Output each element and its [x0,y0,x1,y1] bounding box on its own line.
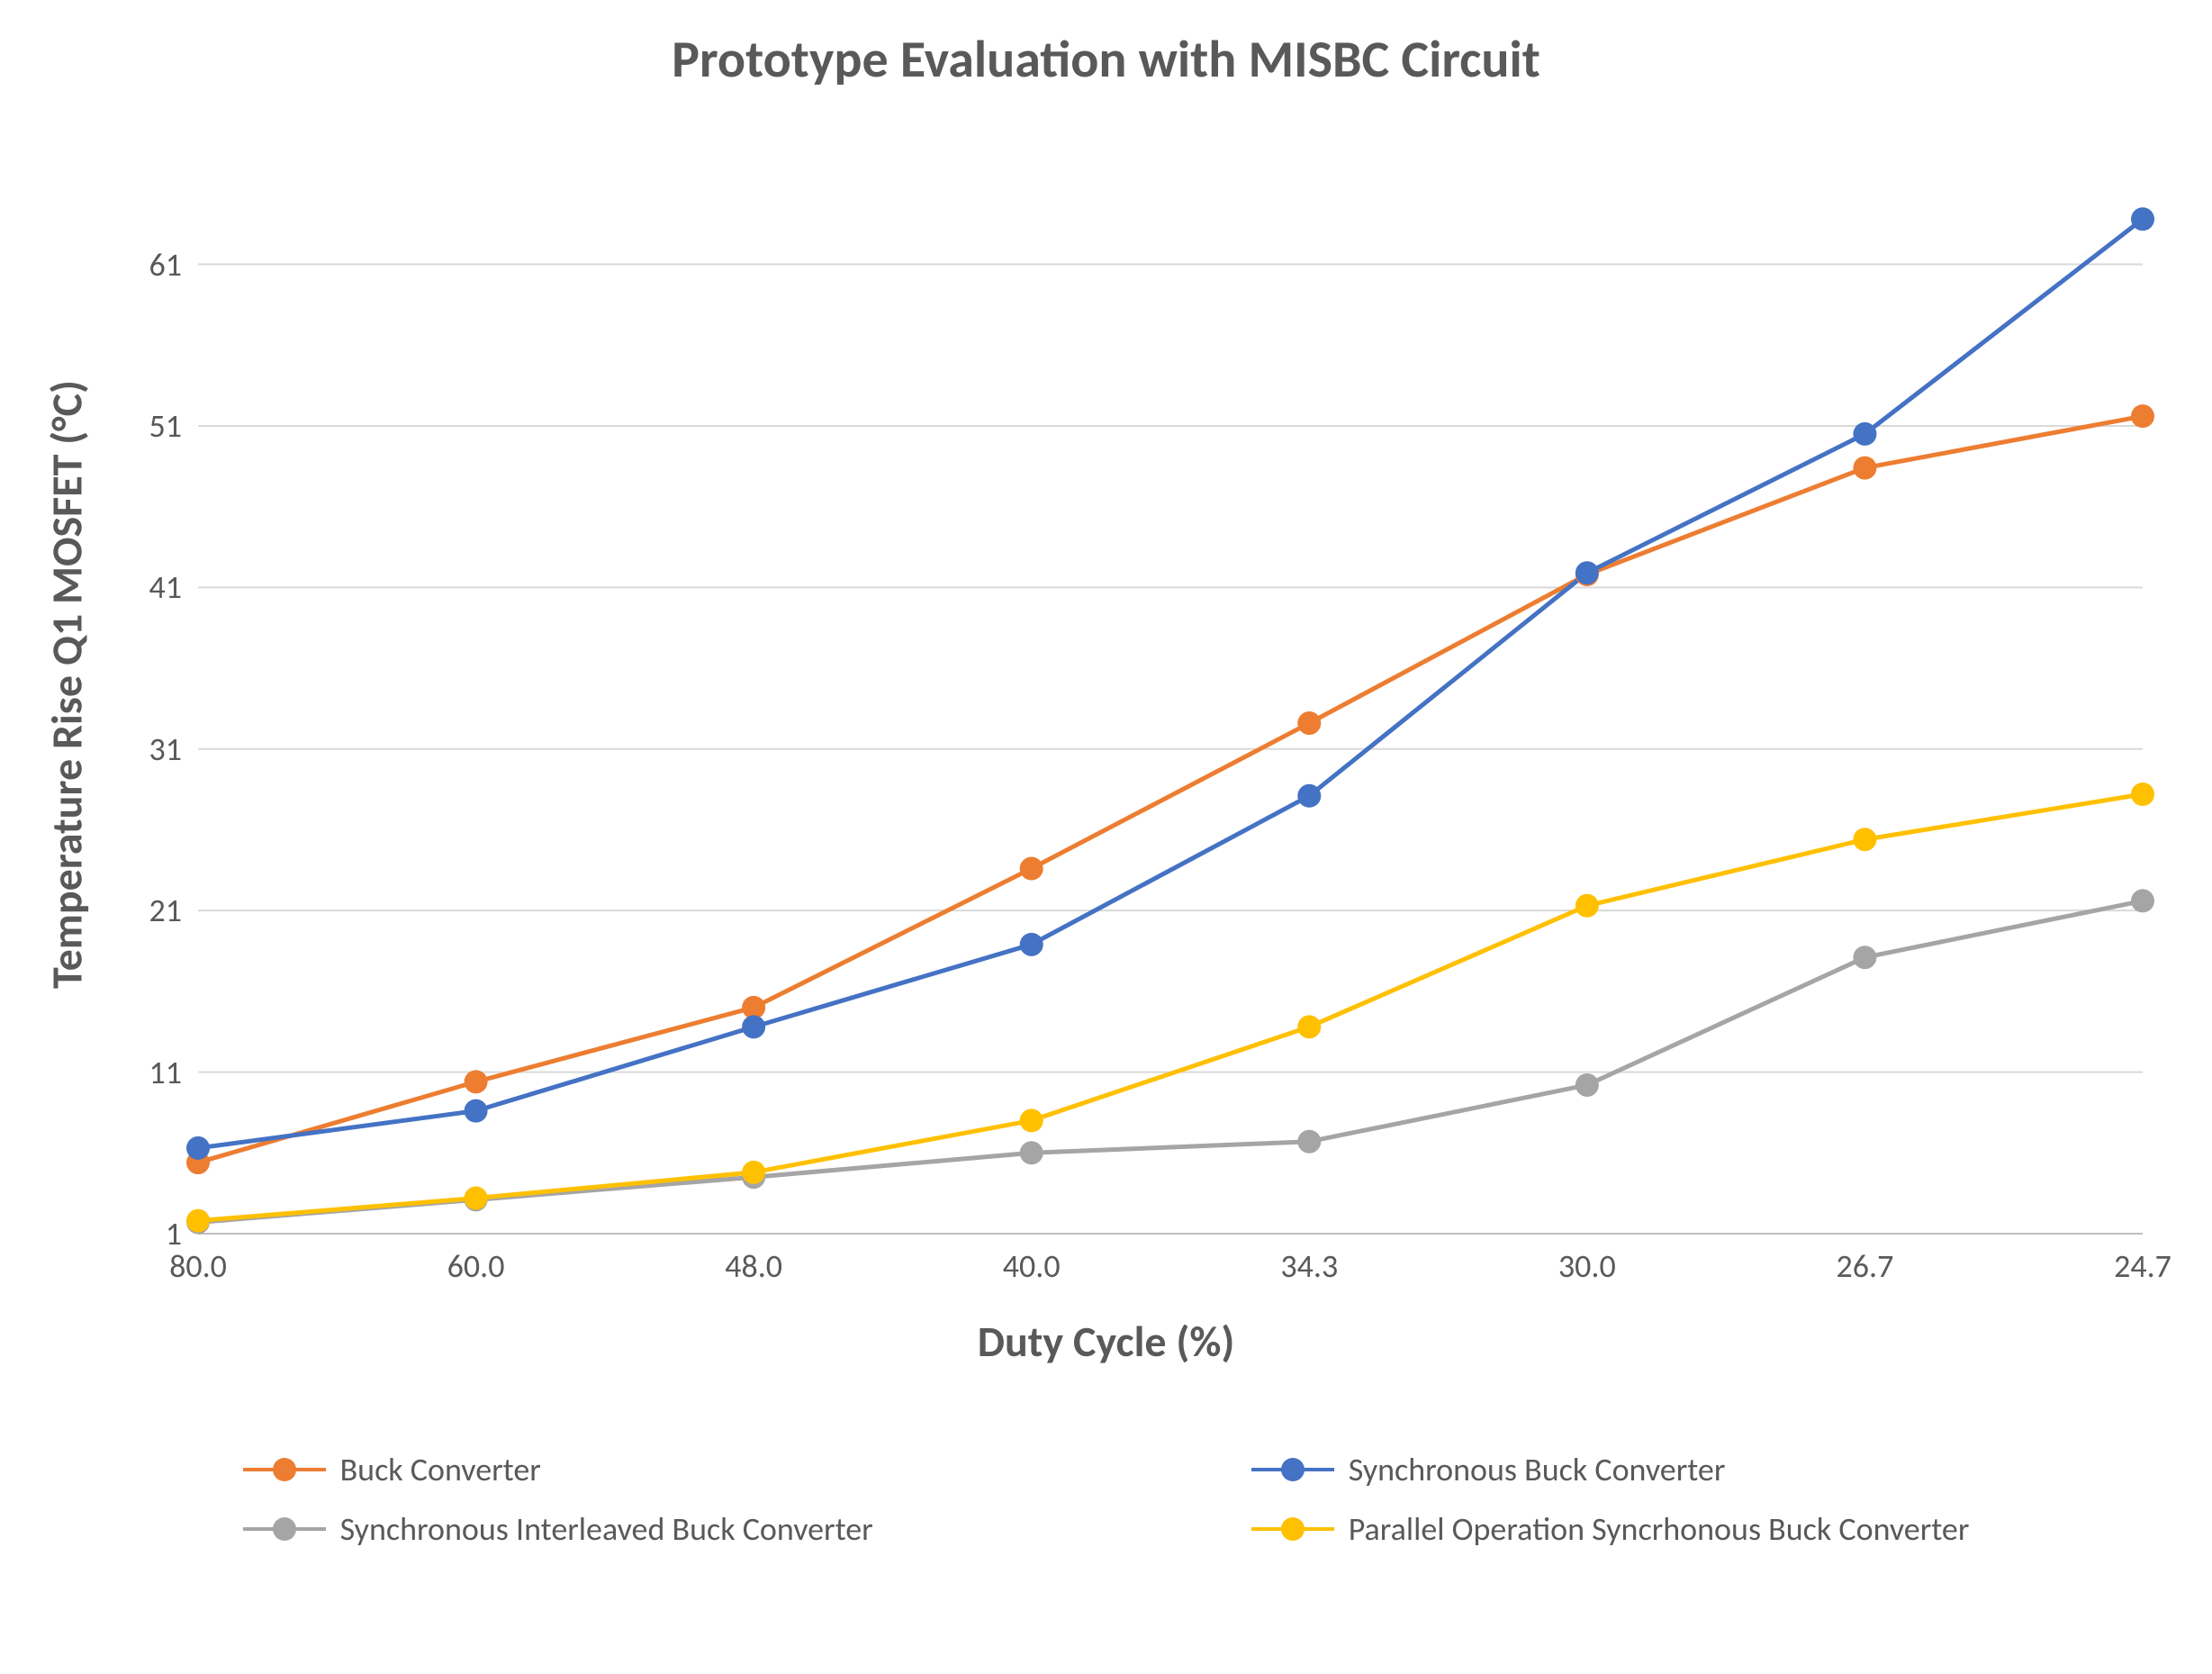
legend-label: Synchronous Buck Converter [1349,1450,1726,1489]
legend: Buck Converter Synchronous Buck Converter… [0,1450,2212,1549]
series-marker [2131,404,2154,428]
series-marker [1297,784,1321,808]
legend-swatch [1251,1468,1334,1471]
legend-grid: Buck Converter Synchronous Buck Converter… [243,1450,1970,1549]
series-marker [465,1187,488,1210]
series-marker [465,1070,488,1093]
x-tick-label: 34.3 [1280,1234,1338,1286]
chart-title: Prototype Evaluation with MISBC Circuit [0,27,2212,91]
legend-item: Parallel Operation Syncrhonous Buck Conv… [1251,1509,1970,1549]
x-axis-label: Duty Cycle (%) [0,1315,2212,1368]
series-line [198,416,2143,1163]
series-marker [1297,1015,1321,1038]
series-line [198,794,2143,1221]
y-tick-label: 31 [149,729,199,769]
legend-label: Synchronous Interleaved Buck Converter [340,1509,873,1549]
series-marker [2131,889,2154,912]
y-tick-label: 61 [149,245,199,285]
series-marker [1575,561,1599,584]
series-marker [1020,1108,1043,1132]
series-marker [742,1015,765,1038]
series-marker [1853,457,1876,480]
series-marker [2131,783,2154,806]
legend-label: Parallel Operation Syncrhonous Buck Conv… [1349,1509,1970,1549]
legend-swatch-marker [273,1517,296,1541]
legend-item: Buck Converter [243,1450,873,1489]
legend-swatch [243,1527,326,1531]
y-tick-label: 21 [149,891,199,930]
x-tick-label: 60.0 [447,1234,505,1286]
legend-swatch [243,1468,326,1471]
series-marker [1853,422,1876,446]
legend-item: Synchronous Buck Converter [1251,1450,1970,1489]
series-marker [465,1099,488,1123]
series-marker [1020,1141,1043,1164]
series-marker [1020,933,1043,956]
x-tick-label: 24.7 [2114,1234,2171,1286]
series-marker [1575,894,1599,918]
legend-swatch-marker [1281,1517,1305,1541]
series-marker [1020,857,1043,881]
series-marker [1297,711,1321,735]
plot-area: 111213141516180.060.048.040.034.330.026.… [198,135,2143,1234]
legend-label: Buck Converter [340,1450,541,1489]
series-marker [186,1136,210,1160]
legend-swatch-marker [273,1458,296,1481]
legend-swatch [1251,1527,1334,1531]
series-marker [1853,828,1876,851]
y-axis-label: Temperature Rise Q1 MOSFET (°C) [41,380,94,989]
series-marker [1575,1073,1599,1097]
y-tick-label: 41 [149,567,199,607]
x-tick-label: 26.7 [1837,1234,1894,1286]
y-tick-label: 11 [149,1053,199,1092]
series-line [198,219,2143,1148]
plot-svg [198,135,2143,1234]
x-tick-label: 80.0 [169,1234,227,1286]
legend-item: Synchronous Interleaved Buck Converter [243,1509,873,1549]
series-marker [1853,946,1876,969]
x-tick-label: 48.0 [725,1234,782,1286]
x-tick-label: 30.0 [1558,1234,1616,1286]
series-marker [1297,1130,1321,1154]
y-tick-label: 51 [149,406,199,446]
legend-swatch-marker [1281,1458,1305,1481]
chart-container: Prototype Evaluation with MISBC Circuit … [0,0,2212,1674]
series-marker [2131,207,2154,231]
x-tick-label: 40.0 [1003,1234,1061,1286]
series-line [198,900,2143,1222]
series-marker [742,1161,765,1184]
